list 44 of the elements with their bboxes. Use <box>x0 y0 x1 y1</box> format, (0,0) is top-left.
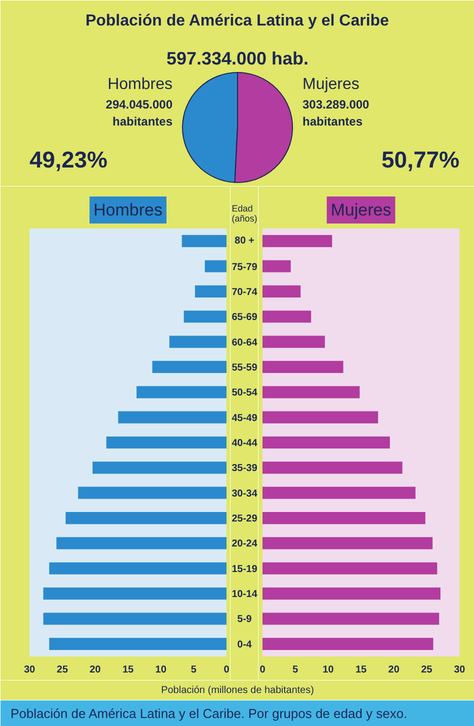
y-tick-label: 40-44 <box>232 438 258 449</box>
x-tick-label: 15 <box>355 664 367 676</box>
y-tick-label: 15-19 <box>232 564 258 575</box>
y-tick-label: 45-49 <box>232 412 258 424</box>
y-tick-label: 5-9 <box>237 614 252 626</box>
y-tick-label: 55-59 <box>232 362 258 374</box>
y-axis-title: Edad (años) <box>232 204 258 224</box>
x-tick-label: 20 <box>90 664 102 676</box>
slice-label: Hombres <box>94 200 162 220</box>
y-tick-label: 30-34 <box>232 488 258 500</box>
text: Población de América Latina y el Caribe. Por grupos de edad y sexo. <box>10 706 408 721</box>
x-tick-label: 10 <box>322 664 334 676</box>
x-tick-label: 20 <box>388 664 400 676</box>
x-axis-title: Población (millones de habitantes) <box>161 685 314 696</box>
y-tick-label: 65-69 <box>232 312 258 324</box>
y-tick-label: 25-29 <box>232 514 258 525</box>
y-tick-label: 20-24 <box>232 538 258 550</box>
y-tick-label: 10-14 <box>232 589 258 600</box>
x-tick-label: 25 <box>56 664 68 676</box>
y-tick-label: 75-79 <box>232 262 258 273</box>
text: 49,23% <box>30 146 108 172</box>
x-tick-label: 0 <box>224 664 230 676</box>
x-tick-label: 30 <box>24 664 36 676</box>
y-tick-label: 0-4 <box>237 639 252 650</box>
data-label: 294.045.000 habitantes <box>106 98 173 128</box>
slice-label: Mujeres <box>302 76 360 93</box>
x-tick-label: 30 <box>454 664 466 676</box>
slice-label: Hombres <box>108 76 172 93</box>
x-tick-label: 15 <box>122 664 134 676</box>
x-tick-label: 5 <box>292 664 299 676</box>
chart-title: Mujeres <box>330 200 392 220</box>
chart-title: Población de América Latina y el Caribe <box>85 12 390 30</box>
x-tick-label: 25 <box>421 664 433 676</box>
x-tick-label: 5 <box>190 664 197 676</box>
x-tick-label: 0 <box>260 664 266 676</box>
data-label: 303.289.000 habitantes <box>302 98 370 128</box>
y-tick-label: 70-74 <box>232 286 258 298</box>
chart-subtitle: 597.334.000 hab. <box>166 48 309 68</box>
y-tick-label: 50-54 <box>232 388 258 399</box>
y-tick-label: 80 + <box>234 236 255 247</box>
y-tick-label: 60-64 <box>232 337 258 348</box>
text: 50,77% <box>381 146 460 172</box>
y-tick-label: 35-39 <box>232 463 258 474</box>
x-tick-label: 10 <box>155 664 167 676</box>
